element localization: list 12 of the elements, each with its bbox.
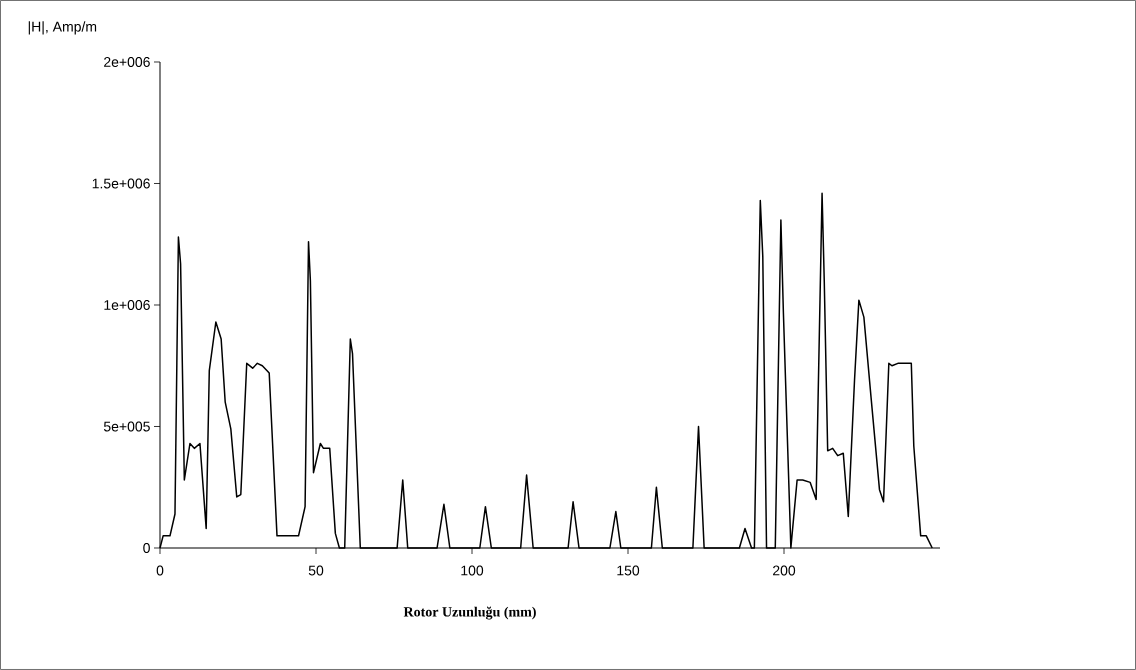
x-tick-label: 150: [617, 565, 640, 576]
y-tick-label: 0: [143, 543, 150, 553]
y-tick-label: 1e+006: [104, 300, 150, 310]
y-tick-label: 1.5e+006: [92, 178, 150, 189]
x-tick-label: 200: [773, 565, 796, 576]
y-axis-title: |H|, Amp/m: [28, 21, 97, 35]
y-tick-label: 2e+006: [104, 57, 150, 67]
x-tick-label: 50: [308, 565, 324, 576]
y-tick-label: 5e+005: [103, 421, 150, 432]
x-axis-title: Rotor Uzunluğu (mm): [403, 606, 536, 620]
x-tick-label: 100: [461, 565, 484, 576]
x-tick-label: 0: [156, 565, 164, 576]
